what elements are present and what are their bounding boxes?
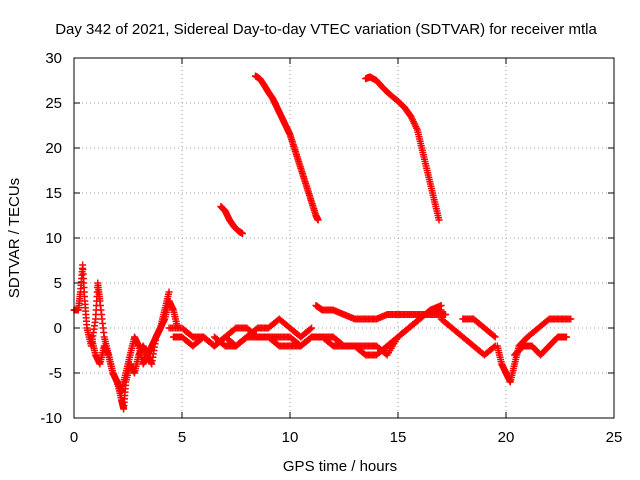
x-axis-label: GPS time / hours	[283, 458, 397, 475]
y-tick-label: 10	[45, 230, 62, 247]
series-arc-a	[70, 261, 182, 413]
y-tick-label: 5	[54, 275, 62, 292]
x-tick-label: 20	[498, 429, 515, 446]
plot-frame	[73, 57, 615, 419]
ticks: 0 5 10 15 20 25 -10 -5 0 5 10 15 20 25 30	[40, 50, 622, 446]
series-arc-f	[217, 203, 246, 237]
data-points	[70, 72, 575, 413]
y-axis-label: SDTVAR / TECUs	[6, 178, 23, 298]
series-arc-h	[312, 302, 450, 323]
y-tick-label: 30	[45, 50, 62, 67]
series-arc-i	[362, 73, 443, 224]
y-tick-label: 20	[45, 140, 62, 157]
series-arc-n	[511, 333, 570, 359]
data-point	[562, 333, 570, 341]
data-point	[442, 311, 450, 318]
chart-title: Day 342 of 2021, Sidereal Day-to-day VTE…	[55, 21, 597, 38]
series-arc-m	[493, 315, 575, 386]
x-tick-label: 25	[606, 429, 623, 446]
y-tick-label: -5	[49, 365, 62, 382]
data-point	[491, 333, 499, 341]
data-point	[437, 302, 445, 309]
y-tick-label: 25	[45, 95, 62, 112]
data-point	[314, 216, 322, 224]
x-tick-label: 10	[282, 429, 299, 446]
series-arc-l	[459, 315, 499, 341]
series-arc-j	[372, 302, 445, 359]
data-point	[306, 325, 314, 333]
x-tick-label: 15	[390, 429, 407, 446]
x-tick-label: 0	[70, 429, 78, 446]
data-point	[238, 230, 246, 237]
series-arc-e	[210, 315, 316, 350]
x-tick-label: 5	[178, 429, 186, 446]
data-point	[435, 216, 443, 224]
y-tick-label: -10	[40, 410, 62, 427]
data-point	[165, 288, 173, 296]
data-point	[490, 343, 498, 351]
data-point	[567, 315, 575, 323]
data-point	[490, 332, 498, 340]
series-arc-b	[87, 288, 173, 395]
data-point	[308, 324, 316, 332]
series-arc-g	[251, 72, 322, 224]
y-tick-label: 0	[54, 320, 62, 337]
y-tick-label: 15	[45, 185, 62, 202]
